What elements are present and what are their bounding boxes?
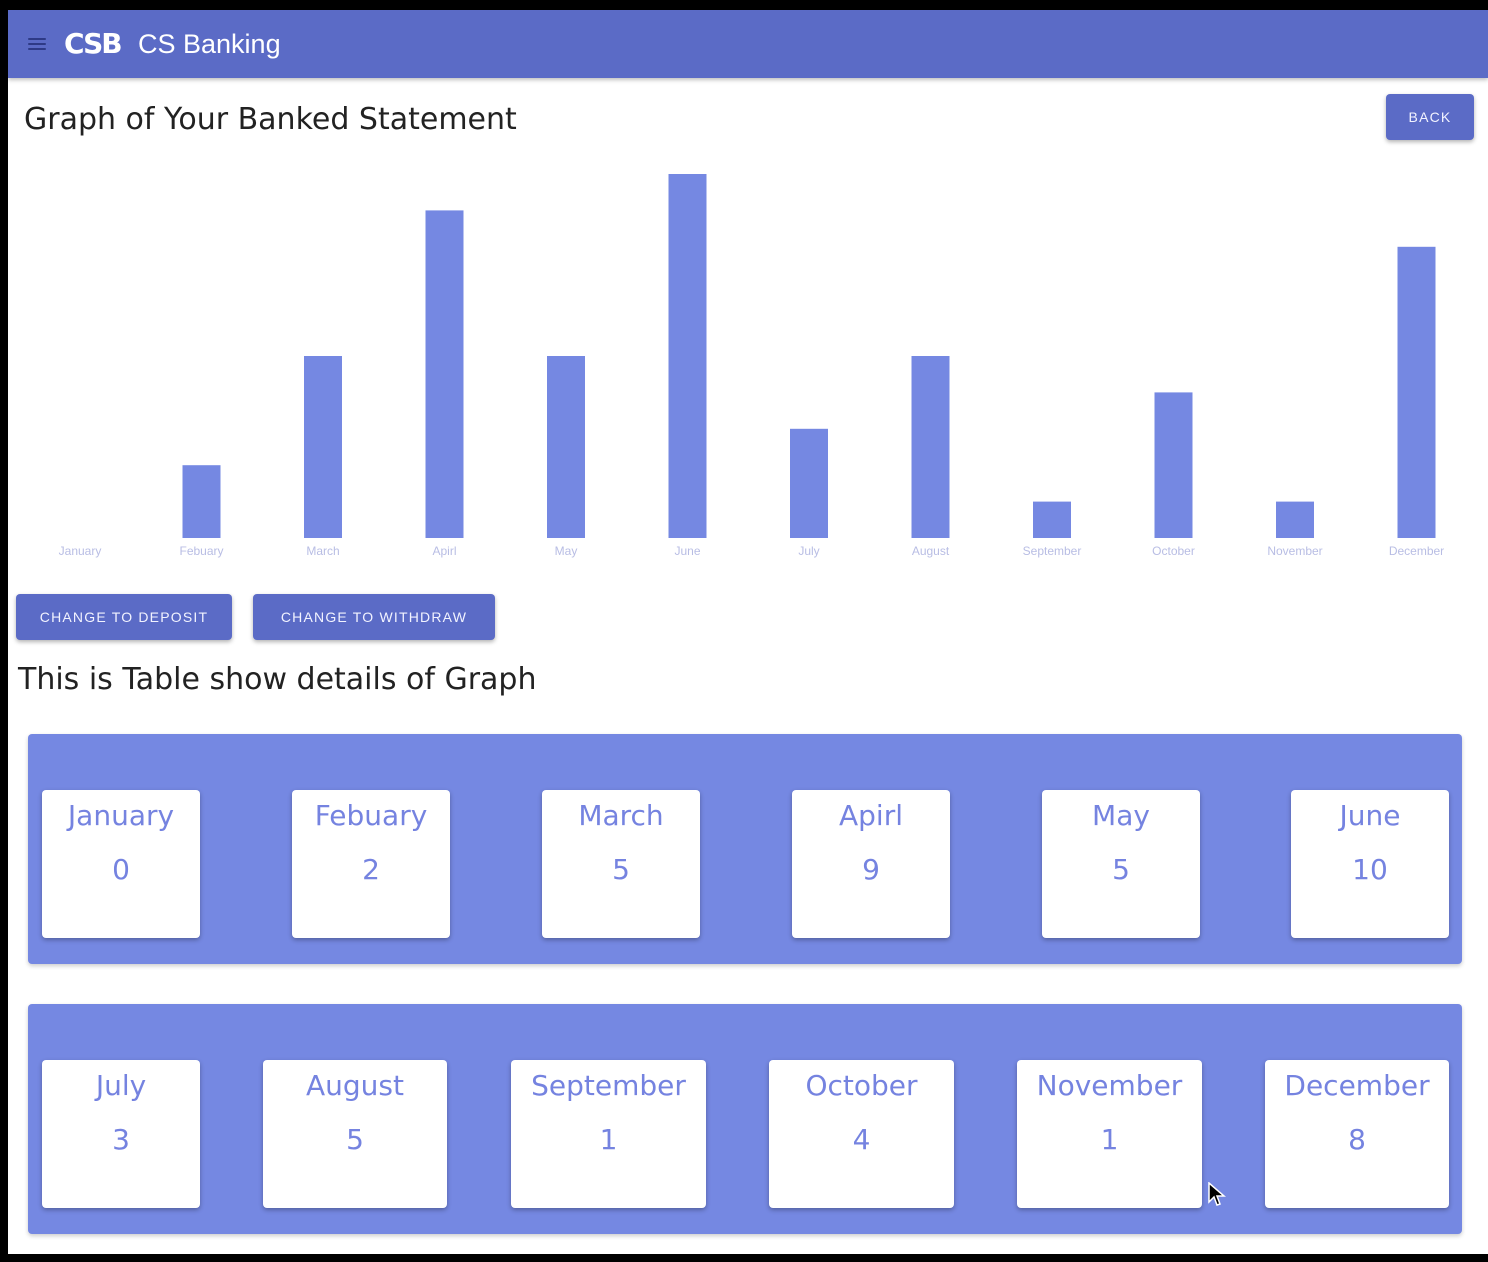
month-card-september: September 1 bbox=[511, 1060, 706, 1208]
bar-may bbox=[547, 356, 585, 538]
bar-september bbox=[1033, 501, 1071, 538]
bar-june bbox=[668, 174, 707, 538]
bar-november bbox=[1276, 501, 1314, 538]
month-label: August bbox=[306, 1069, 404, 1102]
x-tick-label: May bbox=[555, 544, 578, 558]
month-label: October bbox=[805, 1069, 918, 1102]
bar-august bbox=[911, 356, 950, 538]
change-to-deposit-button[interactable]: CHANGE TO DEPOSIT bbox=[16, 594, 232, 640]
month-value: 5 bbox=[612, 853, 630, 886]
month-label: March bbox=[578, 799, 664, 832]
month-card-august: August 5 bbox=[263, 1060, 447, 1208]
month-card-apirl: Apirl 9 bbox=[792, 790, 950, 938]
x-tick-label: June bbox=[674, 544, 700, 558]
app-title: CS Banking bbox=[138, 29, 281, 59]
table-title: This is Table show details of Graph bbox=[18, 662, 537, 697]
x-tick-label: September bbox=[1023, 544, 1082, 558]
month-label: December bbox=[1284, 1069, 1430, 1102]
app-bar: CSB CS Banking bbox=[8, 10, 1488, 78]
month-label: May bbox=[1092, 799, 1150, 832]
menu-icon[interactable] bbox=[28, 38, 46, 50]
month-value: 4 bbox=[852, 1123, 871, 1156]
x-tick-label: July bbox=[798, 544, 819, 558]
month-value: 5 bbox=[1112, 853, 1130, 886]
month-card-october: October 4 bbox=[769, 1060, 954, 1208]
mouse-pointer-icon bbox=[1208, 1182, 1226, 1206]
month-card-febuary: Febuary 2 bbox=[292, 790, 450, 938]
table-row-panel: July 3 August 5 September 1 October 4 November 1 D… bbox=[28, 1004, 1462, 1234]
bar-october bbox=[1154, 392, 1193, 538]
month-card-december: December 8 bbox=[1265, 1060, 1449, 1208]
month-card-may: May 5 bbox=[1042, 790, 1200, 938]
month-value: 3 bbox=[112, 1123, 130, 1156]
app-logo: CSB bbox=[64, 27, 123, 60]
month-value: 9 bbox=[862, 853, 880, 886]
back-button[interactable]: BACK bbox=[1386, 94, 1474, 140]
x-tick-label: November bbox=[1267, 544, 1322, 558]
x-tick-label: August bbox=[912, 544, 950, 558]
bar-december bbox=[1397, 246, 1436, 539]
month-label: Apirl bbox=[839, 799, 903, 832]
month-value: 8 bbox=[1348, 1123, 1366, 1156]
month-value: 1 bbox=[599, 1123, 618, 1156]
month-value: 0 bbox=[112, 853, 130, 886]
month-value: 10 bbox=[1352, 853, 1388, 886]
bar-apirl bbox=[425, 210, 464, 538]
change-to-withdraw-button[interactable]: CHANGE TO WITHDRAW bbox=[253, 594, 495, 640]
month-card-november: November 1 bbox=[1017, 1060, 1202, 1208]
month-label: September bbox=[531, 1069, 686, 1102]
month-label: July bbox=[95, 1069, 147, 1102]
month-card-july: July 3 bbox=[42, 1060, 200, 1208]
bar-chart: January Febuary March Apirl May June July Augus… bbox=[59, 174, 1444, 558]
x-tick-label: October bbox=[1152, 544, 1195, 558]
app-window: CSB CS Banking Graph of Your Banked Stat… bbox=[8, 10, 1488, 1254]
table-row-panel: January 0 Febuary 2 March 5 Apirl 9 May 5 June 10 bbox=[28, 734, 1462, 964]
month-card-january: January 0 bbox=[42, 790, 200, 938]
month-value: 1 bbox=[1100, 1123, 1119, 1156]
x-tick-label: March bbox=[306, 544, 339, 558]
month-label: January bbox=[67, 799, 175, 832]
month-value: 2 bbox=[362, 853, 380, 886]
x-tick-label: January bbox=[59, 544, 102, 558]
bar-july bbox=[790, 428, 828, 538]
month-card-march: March 5 bbox=[542, 790, 700, 938]
month-value: 5 bbox=[346, 1123, 364, 1156]
x-tick-label: Apirl bbox=[432, 544, 456, 558]
x-tick-label: Febuary bbox=[179, 544, 223, 558]
bar-march bbox=[304, 356, 342, 538]
bar-febuary bbox=[182, 465, 221, 538]
month-label: June bbox=[1339, 799, 1401, 832]
month-label: Febuary bbox=[314, 799, 428, 832]
month-card-june: June 10 bbox=[1291, 790, 1449, 938]
month-label: November bbox=[1036, 1069, 1183, 1102]
x-tick-label: December bbox=[1389, 544, 1444, 558]
page-title: Graph of Your Banked Statement bbox=[24, 102, 517, 137]
